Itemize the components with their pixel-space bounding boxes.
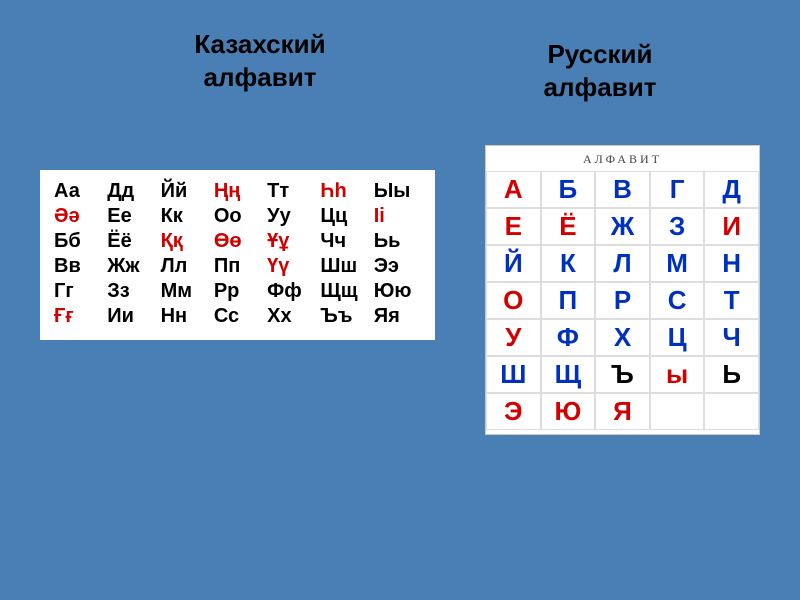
russian-letter: Д: [704, 171, 759, 208]
russian-letter: Б: [541, 171, 596, 208]
kazakh-letter: Ьь: [374, 230, 421, 253]
kazakh-letter: Сс: [214, 305, 261, 328]
kazakh-letter: Ққ: [161, 230, 208, 253]
kazakh-letter: Жж: [107, 255, 154, 278]
kazakh-alphabet-grid: Аа Дд Йй Ңң Тт Һһ Ыы Әә Ее Кк Оо Уу Цц Іі Бб Ёё Ққ Өө Ұұ Чч…: [54, 180, 421, 328]
kazakh-letter: Өө: [214, 230, 261, 253]
russian-letter: В: [595, 171, 650, 208]
russian-alphabet-grid: АБВГД ЕЁЖЗИ ЙКЛМН ОПРСТ УФХЦЧ ШЩЪыЬ ЭЮЯ: [486, 171, 759, 430]
russian-letter: Ф: [541, 319, 596, 356]
russian-letter: Ц: [650, 319, 705, 356]
russian-letter: Ё: [541, 208, 596, 245]
russian-alphabet-panel: АЛФАВИТ АБВГД ЕЁЖЗИ ЙКЛМН ОПРСТ УФХЦЧ ШЩЪыЬ ЭЮ…: [485, 145, 760, 435]
kazakh-letter: Іі: [374, 205, 421, 228]
kazakh-letter: Хх: [267, 305, 314, 328]
russian-letter: Л: [595, 245, 650, 282]
russian-letter: Ю: [541, 393, 596, 430]
russian-letter: Ш: [486, 356, 541, 393]
russian-letter: Щ: [541, 356, 596, 393]
russian-letter: [650, 393, 705, 430]
kazakh-letter: Пп: [214, 255, 261, 278]
kazakh-letter: Яя: [374, 305, 421, 328]
russian-letter: С: [650, 282, 705, 319]
kazakh-letter: Тт: [267, 180, 314, 203]
kazakh-letter: Нн: [161, 305, 208, 328]
russian-letter: Ъ: [595, 356, 650, 393]
russian-letter: О: [486, 282, 541, 319]
kazakh-letter: Цц: [320, 205, 367, 228]
russian-letter: Т: [704, 282, 759, 319]
russian-heading: Русскийалфавит: [500, 38, 700, 103]
russian-letter: Ч: [704, 319, 759, 356]
kazakh-letter: Оо: [214, 205, 261, 228]
kazakh-letter: Һһ: [320, 180, 367, 203]
russian-letter: П: [541, 282, 596, 319]
kazakh-letter: Ңң: [214, 180, 261, 203]
kazakh-letter: Ее: [107, 205, 154, 228]
kazakh-letter: Ыы: [374, 180, 421, 203]
kazakh-letter: Рр: [214, 280, 261, 303]
kazakh-letter: Йй: [161, 180, 208, 203]
russian-letter: Г: [650, 171, 705, 208]
kazakh-letter: Гг: [54, 280, 101, 303]
kazakh-letter: Әә: [54, 205, 101, 228]
kazakh-letter: Аа: [54, 180, 101, 203]
russian-letter: Э: [486, 393, 541, 430]
kazakh-letter: Ёё: [107, 230, 154, 253]
kazakh-letter: Шш: [320, 255, 367, 278]
kazakh-letter: Ғғ: [54, 305, 101, 328]
russian-letter: [704, 393, 759, 430]
kazakh-alphabet-panel: Аа Дд Йй Ңң Тт Һһ Ыы Әә Ее Кк Оо Уу Цц Іі Бб Ёё Ққ Өө Ұұ Чч…: [40, 170, 435, 340]
kazakh-letter: Дд: [107, 180, 154, 203]
kazakh-letter: Ии: [107, 305, 154, 328]
kazakh-letter: Зз: [107, 280, 154, 303]
russian-panel-title: АЛФАВИТ: [486, 146, 759, 171]
russian-letter: Е: [486, 208, 541, 245]
russian-letter: Ж: [595, 208, 650, 245]
kazakh-letter: Мм: [161, 280, 208, 303]
russian-letter: М: [650, 245, 705, 282]
kazakh-letter: Щщ: [320, 280, 367, 303]
russian-letter: Ь: [704, 356, 759, 393]
kazakh-letter: Чч: [320, 230, 367, 253]
russian-letter: Р: [595, 282, 650, 319]
kazakh-letter: Лл: [161, 255, 208, 278]
russian-letter: У: [486, 319, 541, 356]
russian-letter: К: [541, 245, 596, 282]
kazakh-letter: Кк: [161, 205, 208, 228]
kazakh-letter: Уу: [267, 205, 314, 228]
russian-letter: Й: [486, 245, 541, 282]
russian-letter: Н: [704, 245, 759, 282]
russian-letter: ы: [650, 356, 705, 393]
kazakh-letter: Вв: [54, 255, 101, 278]
kazakh-letter: Үү: [267, 255, 314, 278]
kazakh-letter: Ээ: [374, 255, 421, 278]
kazakh-letter: Бб: [54, 230, 101, 253]
russian-letter: Х: [595, 319, 650, 356]
kazakh-letter: Ъъ: [320, 305, 367, 328]
kazakh-letter: Ұұ: [267, 230, 314, 253]
kazakh-letter: Фф: [267, 280, 314, 303]
kazakh-heading: Казахскийалфавит: [160, 28, 360, 93]
russian-letter: А: [486, 171, 541, 208]
russian-letter: З: [650, 208, 705, 245]
russian-letter: И: [704, 208, 759, 245]
russian-letter: Я: [595, 393, 650, 430]
kazakh-letter: Юю: [374, 280, 421, 303]
